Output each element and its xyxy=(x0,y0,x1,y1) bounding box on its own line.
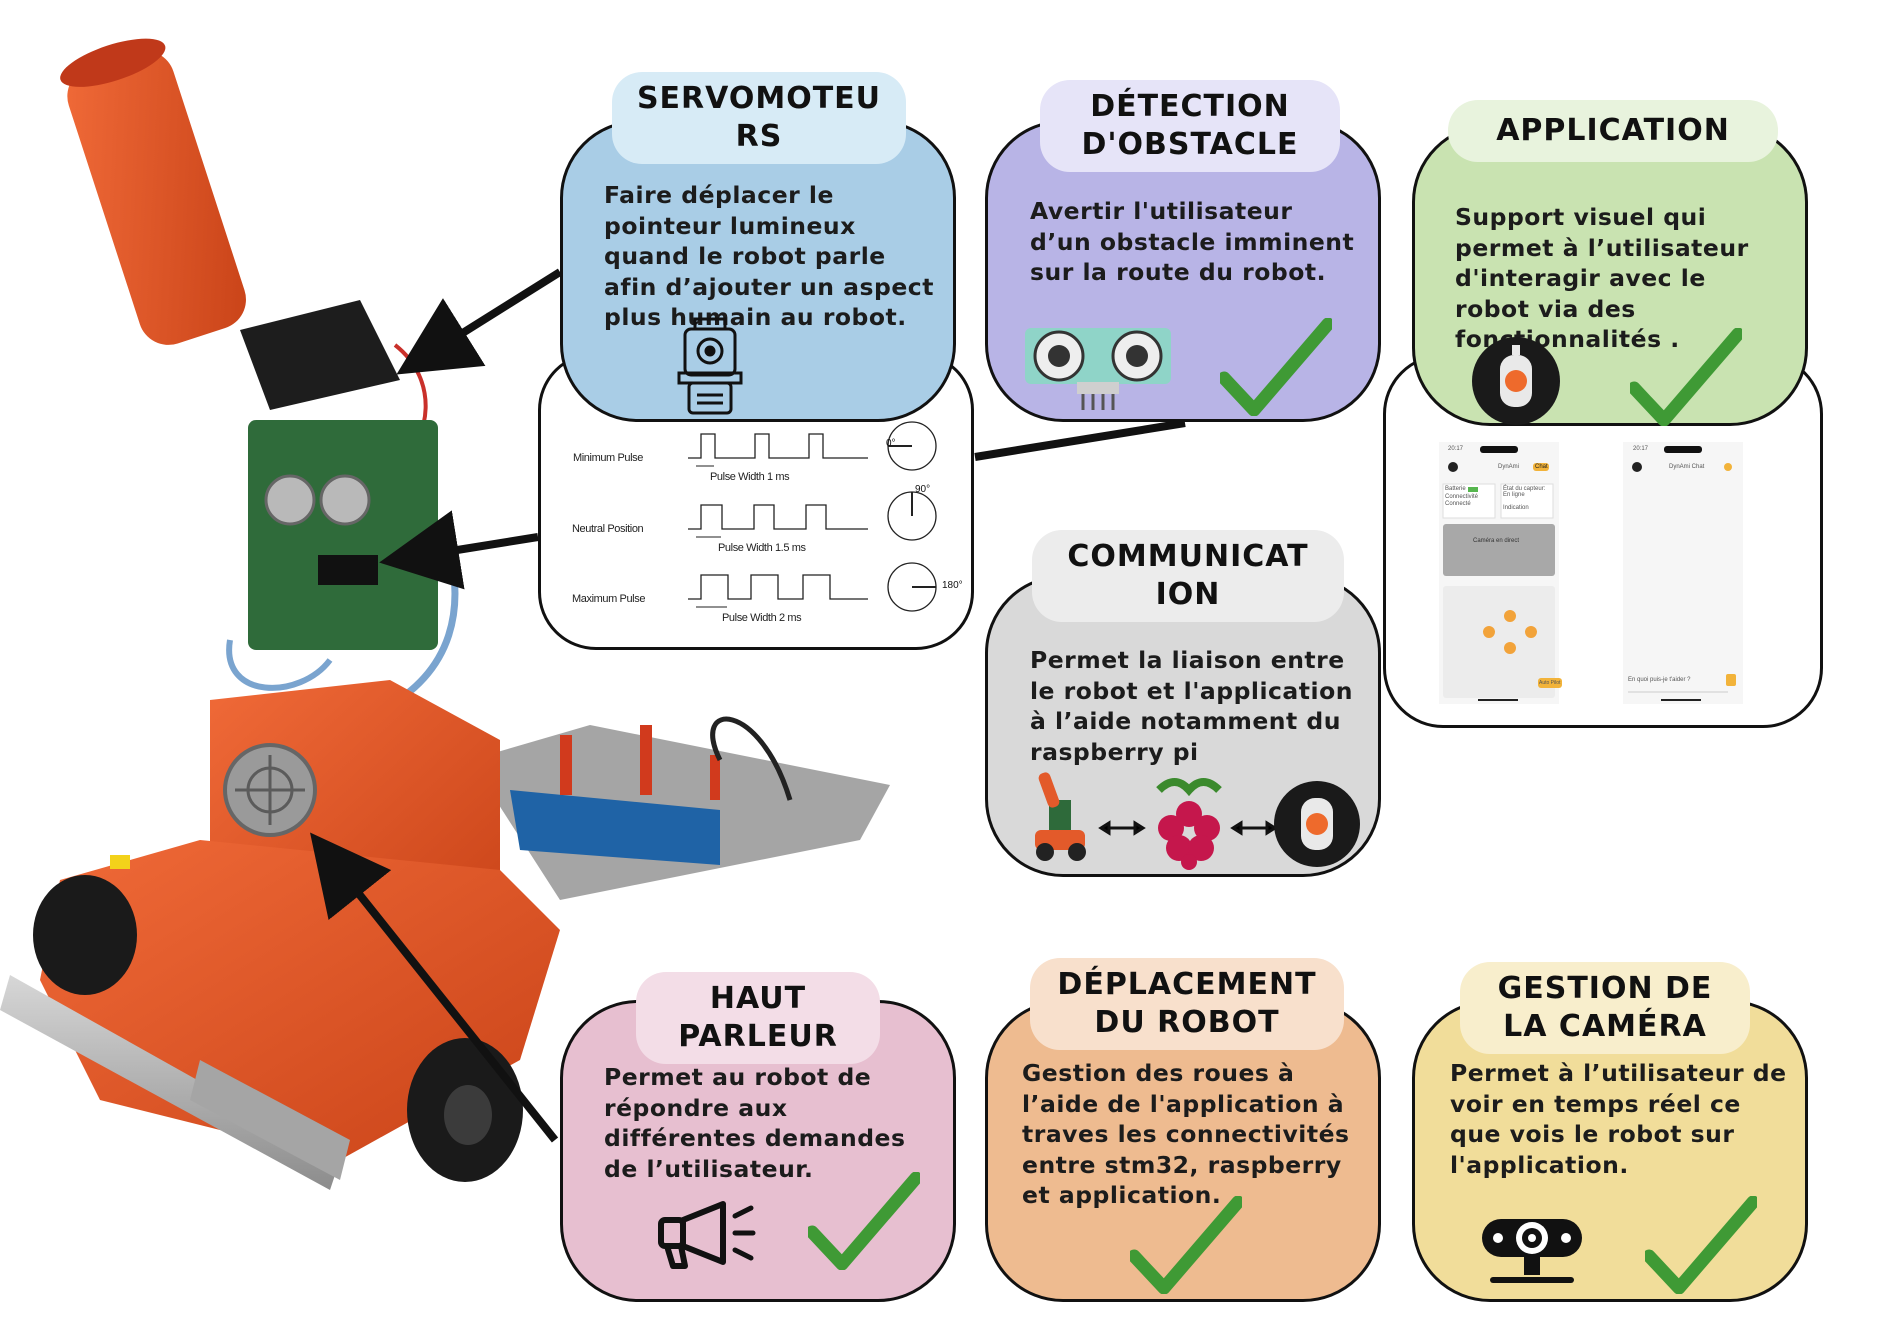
phone-right-time: 20:17 xyxy=(1633,446,1649,452)
tag-communication: COMMUNICAT ION xyxy=(1032,530,1344,622)
webcam-icon xyxy=(1482,1219,1582,1283)
pulse-width-neutral: Pulse Width 1.5 ms xyxy=(718,542,806,554)
phone-battery-label: Batterie xyxy=(1445,486,1466,492)
communication-chain xyxy=(1035,772,1360,870)
phone-chat-prompt[interactable]: En quoi puis-je t'aider ? xyxy=(1628,677,1691,683)
text-communication: Permet la liaison entre le robot et l'ap… xyxy=(1030,646,1353,766)
check-icon xyxy=(1220,318,1332,416)
app-logo-icon xyxy=(1274,781,1360,867)
phone-left-badge: Chat xyxy=(1535,464,1548,470)
card-deplacement xyxy=(985,1000,1381,1302)
phone-left-title: DynAmi xyxy=(1498,464,1520,470)
wave-label-min: Minimum Pulse xyxy=(573,452,643,464)
check-icon xyxy=(1130,1196,1242,1294)
arrow-speaker xyxy=(310,832,559,1143)
angle-min: 0° xyxy=(886,438,896,449)
pwm-waveform-diagram xyxy=(688,421,937,612)
raspberry-pi-icon xyxy=(1156,778,1222,870)
pulse-width-min: Pulse Width 1 ms xyxy=(710,471,790,483)
tag-servomoteurs: SERVOMOTEU RS xyxy=(612,72,906,164)
arrow-obstacle xyxy=(379,510,539,590)
tag-deplacement: DÉPLACEMENT DU ROBOT xyxy=(1030,958,1344,1050)
text-camera: Permet à l’utilisateur de voir en temps … xyxy=(1450,1059,1787,1179)
servo-motor-icon xyxy=(677,317,743,415)
text-servomoteurs: Faire déplacer le pointeur lumineux quan… xyxy=(604,181,934,331)
check-icon xyxy=(1645,1196,1757,1294)
tag-camera: GESTION DE LA CAMÉRA xyxy=(1460,962,1750,1054)
phone-camera-panel: Caméra en direct xyxy=(1473,538,1520,544)
text-haut-parleur: Permet au robot de répondre aux différen… xyxy=(604,1063,906,1183)
angle-max: 180° xyxy=(942,580,963,591)
text-deplacement: Gestion des roues à l’aide de l'applicat… xyxy=(1022,1059,1350,1209)
wave-label-neutral: Neutral Position xyxy=(572,523,644,535)
app-screenshots xyxy=(1439,442,1743,704)
phone-left-time: 20:17 xyxy=(1448,446,1464,452)
tag-haut-parleur: HAUT PARLEUR xyxy=(636,972,880,1064)
text-detection: Avertir l'utilisateur d’un obstacle immi… xyxy=(1030,197,1355,286)
connector-line xyxy=(974,419,1186,461)
arrow-servo xyxy=(396,268,563,375)
text-application: Support visuel qui permet à l’utilisateu… xyxy=(1455,203,1749,353)
phone-sensor-state: État du capteur: En ligne xyxy=(1503,486,1546,498)
ultrasonic-sensor-icon xyxy=(1025,328,1171,410)
tag-application: APPLICATION xyxy=(1448,100,1778,162)
wave-label-max: Maximum Pulse xyxy=(572,593,646,605)
phone-auto-button[interactable]: Auto Pilot xyxy=(1539,680,1561,686)
pulse-width-max: Pulse Width 2 ms xyxy=(722,612,802,624)
phone-right-title: DynAmi Chat xyxy=(1669,464,1705,470)
angle-neutral: 90° xyxy=(915,484,931,495)
check-icon xyxy=(808,1172,920,1270)
app-logo-icon xyxy=(1472,337,1560,425)
phone-indication: Indication xyxy=(1503,505,1529,511)
phone-connectivity-label: Connectivité xyxy=(1445,494,1479,500)
robot-mini-icon xyxy=(1035,772,1086,861)
check-icon xyxy=(1630,328,1742,426)
tag-detection: DÉTECTION D'OBSTACLE xyxy=(1040,80,1340,172)
phone-connected: Connecté xyxy=(1445,501,1471,507)
megaphone-icon xyxy=(658,1201,756,1269)
